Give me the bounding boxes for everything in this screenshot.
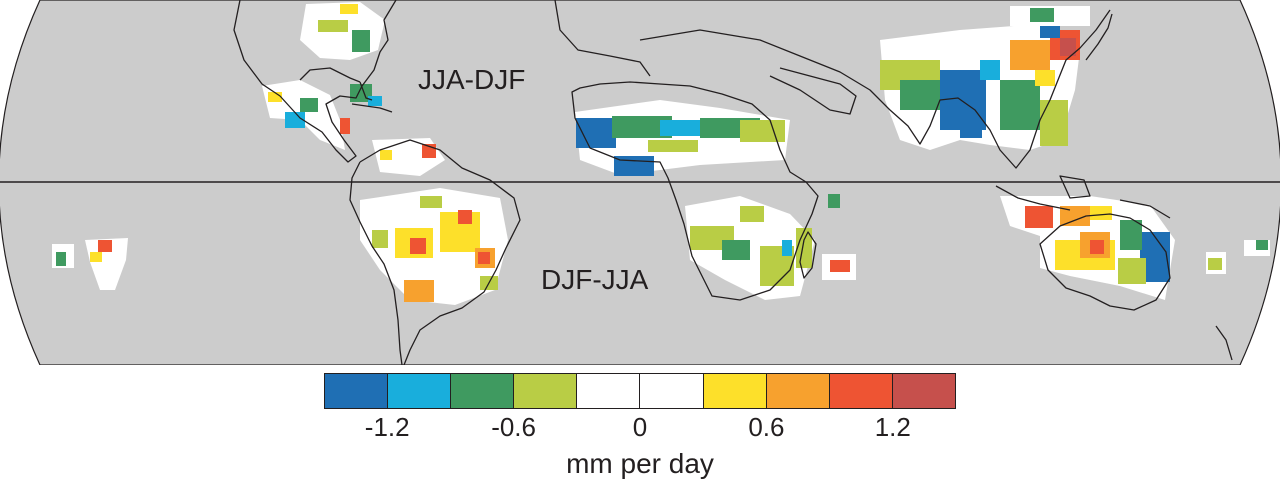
patch-china-green xyxy=(1000,80,1040,130)
coast-north-america xyxy=(233,0,397,163)
colorbar-swatch-6 xyxy=(640,374,704,408)
patch-sahel-blue2 xyxy=(614,156,654,176)
colorbar-swatch-7 xyxy=(703,374,767,408)
patch-korea-red xyxy=(1060,38,1076,56)
colorbar-tick-label: -0.6 xyxy=(491,412,536,442)
patch-india-green xyxy=(900,80,940,110)
patch-nsa-yellow xyxy=(380,150,392,160)
patch-mexico-green xyxy=(300,98,318,112)
patch-india-blue2 xyxy=(960,112,982,138)
colorbar-tick-label: -1.2 xyxy=(364,412,410,442)
patch-mexico-cyan xyxy=(285,112,305,128)
colorbar-swatch-4 xyxy=(514,374,578,408)
coast-asia xyxy=(639,9,1111,169)
patch-brazil-red3 xyxy=(478,252,490,264)
colorbar-tick-label: 1.2 xyxy=(874,412,911,442)
patch-brazil-green3 xyxy=(420,196,442,208)
patch-pacific2-white xyxy=(85,238,128,290)
patch-pacific2-yellow xyxy=(90,252,102,262)
patch-pacific-green xyxy=(56,252,66,266)
coast-cuba xyxy=(351,103,393,113)
coast-gulf xyxy=(299,67,361,83)
patch-brazil-orange2 xyxy=(404,280,434,302)
colorbar-swatch-8 xyxy=(766,374,830,408)
patch-sahel-lime2 xyxy=(648,140,698,152)
coast-south-america xyxy=(359,139,521,365)
label-djf-minus-jja: DJF-JJA xyxy=(541,264,649,295)
patch-china-yellow xyxy=(1035,70,1055,86)
patch-na-green2 xyxy=(352,30,370,52)
patch-aus-green xyxy=(1120,220,1142,250)
coast-japan xyxy=(1085,13,1113,61)
colorbar-swatch-1 xyxy=(325,374,389,408)
patch-na-yellow xyxy=(340,4,358,14)
coast-sa-west xyxy=(349,161,403,365)
patch-brazil-red2 xyxy=(458,210,472,224)
coast-png xyxy=(1119,199,1171,219)
coast-africa xyxy=(571,81,819,301)
precip-anomaly-patches xyxy=(52,2,1270,305)
patch-pacific2-red xyxy=(98,240,112,252)
patch-safrica-green2 xyxy=(722,240,750,260)
patch-fiji-green xyxy=(1256,240,1268,250)
patch-safrica-green4 xyxy=(740,206,764,222)
patch-aus-lime xyxy=(1118,258,1146,284)
patch-brazil-green xyxy=(372,230,388,248)
colorbar-swatch-3 xyxy=(451,374,515,408)
coast-arabia xyxy=(769,67,857,115)
patch-madagascar-green xyxy=(796,228,812,268)
patch-florida-cyan xyxy=(368,96,382,106)
patch-se-asia-green xyxy=(1040,100,1068,146)
patch-aus-red2 xyxy=(1090,240,1104,254)
patch-china-orange xyxy=(1010,40,1050,70)
colorbar xyxy=(324,373,956,409)
coast-florida xyxy=(359,81,373,101)
colorbar-tick-label: 0 xyxy=(632,412,648,442)
patch-island-green xyxy=(828,194,840,208)
patch-sahel-lime xyxy=(740,120,785,142)
coastlines xyxy=(233,0,1233,365)
coast-borneo xyxy=(1059,175,1091,199)
coast-new-zealand xyxy=(1215,325,1233,361)
patch-aus-yellow2 xyxy=(1090,206,1112,220)
label-jja-minus-djf: JJA-DJF xyxy=(418,64,526,95)
colorbar-unit-label: mm per day xyxy=(566,448,714,479)
coast-australia xyxy=(1039,213,1171,311)
patch-india-cyan xyxy=(980,60,1000,80)
patch-na-green xyxy=(318,20,348,32)
map-canvas xyxy=(0,0,1280,365)
patch-aus-orange xyxy=(1060,206,1090,226)
patch-madagascar-red xyxy=(830,260,850,272)
coast-europe xyxy=(554,0,651,77)
patch-brazil-red xyxy=(410,238,426,254)
colorbar-swatch-5 xyxy=(577,374,641,408)
patch-aus-red xyxy=(1025,206,1053,228)
patch-safrica-cyan xyxy=(782,240,792,256)
patch-sahel-cyan xyxy=(660,120,700,136)
patch-mexico-red xyxy=(340,118,350,134)
coast-indonesia xyxy=(995,185,1071,211)
colorbar-swatch-10 xyxy=(892,374,955,408)
coast-madagascar xyxy=(799,231,817,279)
patch-nz-lime xyxy=(1208,258,1222,270)
patch-siberia-green xyxy=(1030,8,1054,22)
colorbar-swatch-9 xyxy=(829,374,893,408)
world-map: JJA-DJF DJF-JJA xyxy=(0,0,1280,365)
patch-mexico-yellow xyxy=(268,92,282,102)
colorbar-tick-label: 0.6 xyxy=(748,412,785,442)
colorbar-swatch-2 xyxy=(388,374,452,408)
patch-sahel-green xyxy=(612,116,672,138)
